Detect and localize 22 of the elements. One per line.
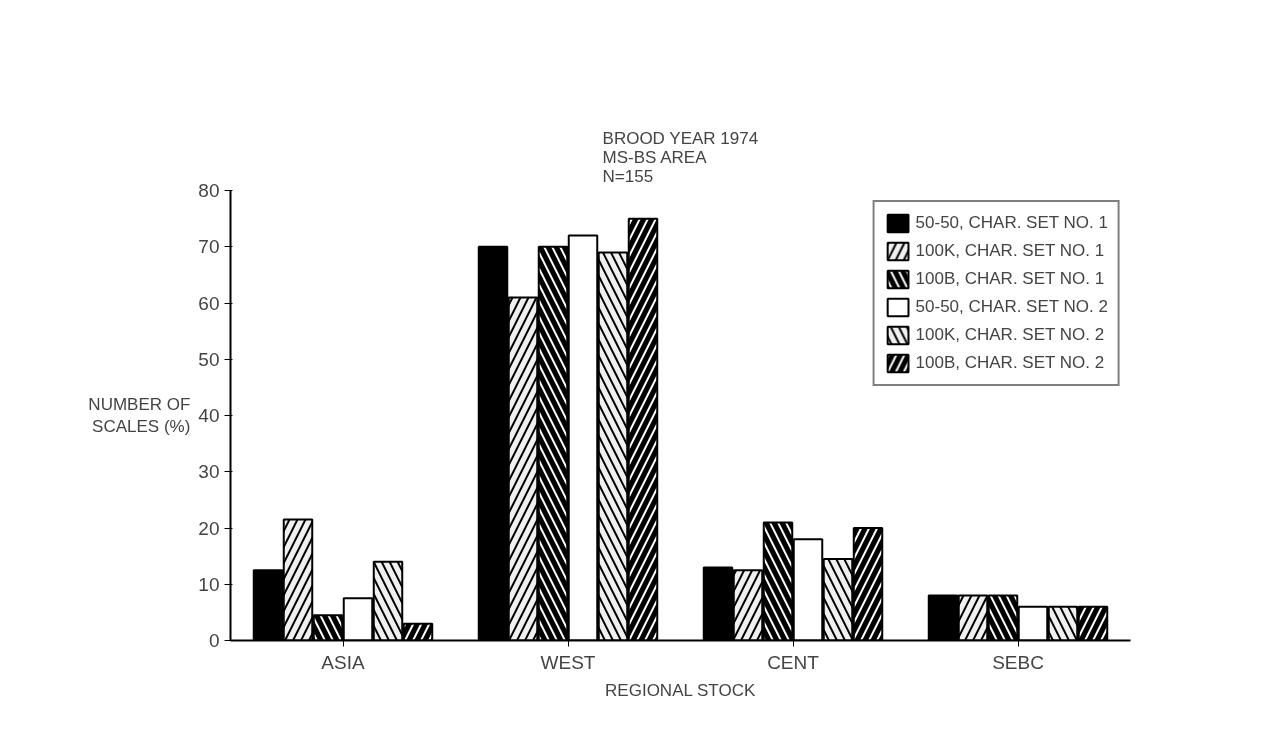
legend-label: 100B, CHAR. SET NO. 1 [915,269,1105,289]
x-axis-title: REGIONAL STOCK [605,680,756,700]
y-tick-label: 30 [198,461,220,483]
y-tick-label: 80 [198,180,220,201]
legend-label: 100K, CHAR. SET NO. 2 [915,325,1105,345]
y-tick-label: 60 [198,292,220,314]
y-tick-label: 70 [198,236,220,258]
chart-title: BROOD YEAR 1974 MS-BS AREA N=155 [602,128,759,186]
y-tick-label: 40 [198,405,220,426]
legend-label: 50-50, CHAR. SET NO. 1 [915,213,1108,233]
y-tick-label: 50 [198,348,220,370]
x-tick-label: ASIA [321,651,365,673]
y-axis-title: NUMBER OF SCALES (%) [88,394,191,437]
x-tick-label: CENT [767,651,820,673]
y-tick-label: 20 [198,517,220,539]
legend-label: 50-50, CHAR. SET NO. 2 [915,297,1108,317]
y-tick-label: 10 [198,573,220,595]
legend-label: 100K, CHAR. SET NO. 1 [915,241,1105,261]
y-tick-label: 0 [208,630,220,651]
x-tick-label: SEBC [992,651,1044,673]
x-tick-label: WEST [540,651,596,673]
legend-label: 100B, CHAR. SET NO. 2 [915,353,1105,373]
